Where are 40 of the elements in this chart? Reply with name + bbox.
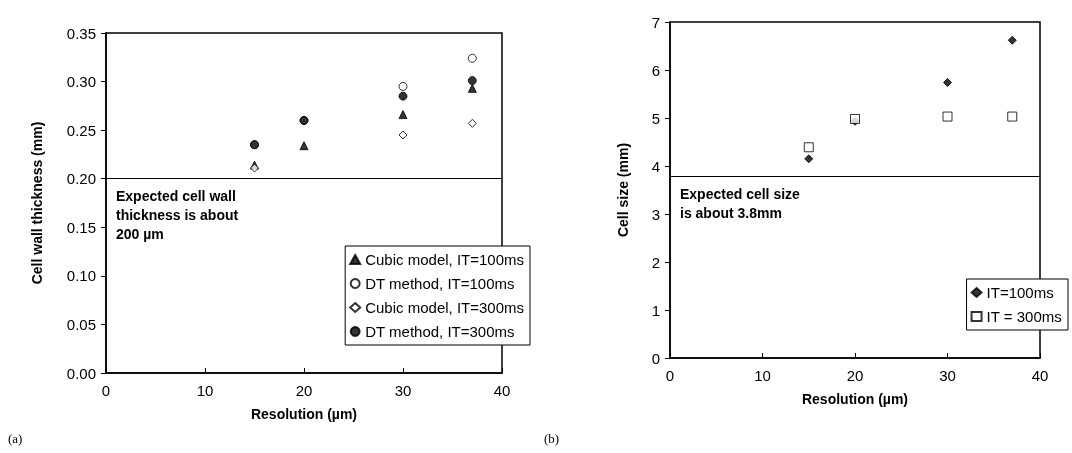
x-tick-label: 40	[1031, 367, 1049, 384]
x-tick-label: 20	[846, 367, 864, 384]
x-tick-label: 30	[394, 382, 412, 399]
y-tick-label: 0.30	[66, 73, 96, 91]
x-tick-label: 40	[493, 382, 511, 399]
ref-line-label: Expected cell wall thickness is about 200 µm	[116, 188, 243, 243]
y-tick-label: 2	[651, 253, 660, 271]
y-tick-label: 6	[651, 61, 660, 79]
legend-label: Cubic model, IT=100ms	[365, 251, 525, 268]
x-tick-label: 10	[196, 382, 214, 399]
y-tick-label: 0	[651, 349, 660, 367]
y-tick-label: 1	[651, 301, 660, 319]
y-tick-label: 7	[651, 13, 660, 31]
legend-label: DT method, IT=300ms	[365, 323, 515, 340]
legend-label: DT method, IT=100ms	[365, 275, 515, 292]
legend-label: IT=100ms	[986, 284, 1054, 301]
text: (a)	[8, 431, 23, 446]
y-tick-label: 4	[651, 157, 660, 175]
x-axis-title: Resolution (µm)	[801, 391, 909, 407]
y-axis-title: Cell wall thickness (mm)	[29, 121, 45, 285]
x-tick-label: 30	[939, 367, 956, 384]
y-tick-label: 0.00	[66, 364, 96, 382]
text: (b)	[544, 431, 560, 446]
x-axis-title: Resolution (µm)	[250, 406, 358, 422]
y-tick-label: 0.10	[66, 267, 96, 285]
x-tick-label: 10	[754, 367, 771, 384]
x-tick-label: 0	[101, 382, 111, 399]
y-tick-label: 0.35	[66, 24, 96, 42]
y-axis-title: Cell size (mm)	[615, 142, 631, 238]
y-tick-label: 5	[651, 109, 660, 127]
y-tick-label: 0.20	[66, 170, 96, 188]
ref-line-label: Expected cell size is about 3.8mm	[680, 186, 804, 222]
y-tick-label: 0.25	[66, 121, 96, 139]
y-tick-label: 0.05	[66, 315, 96, 333]
legend-label: IT = 300ms	[986, 308, 1062, 325]
x-tick-label: 0	[665, 367, 675, 384]
y-tick-label: 3	[651, 205, 660, 223]
legend-label: Cubic model, IT=300ms	[365, 299, 525, 316]
y-tick-label: 0.15	[66, 218, 96, 236]
x-tick-label: 20	[295, 382, 313, 399]
